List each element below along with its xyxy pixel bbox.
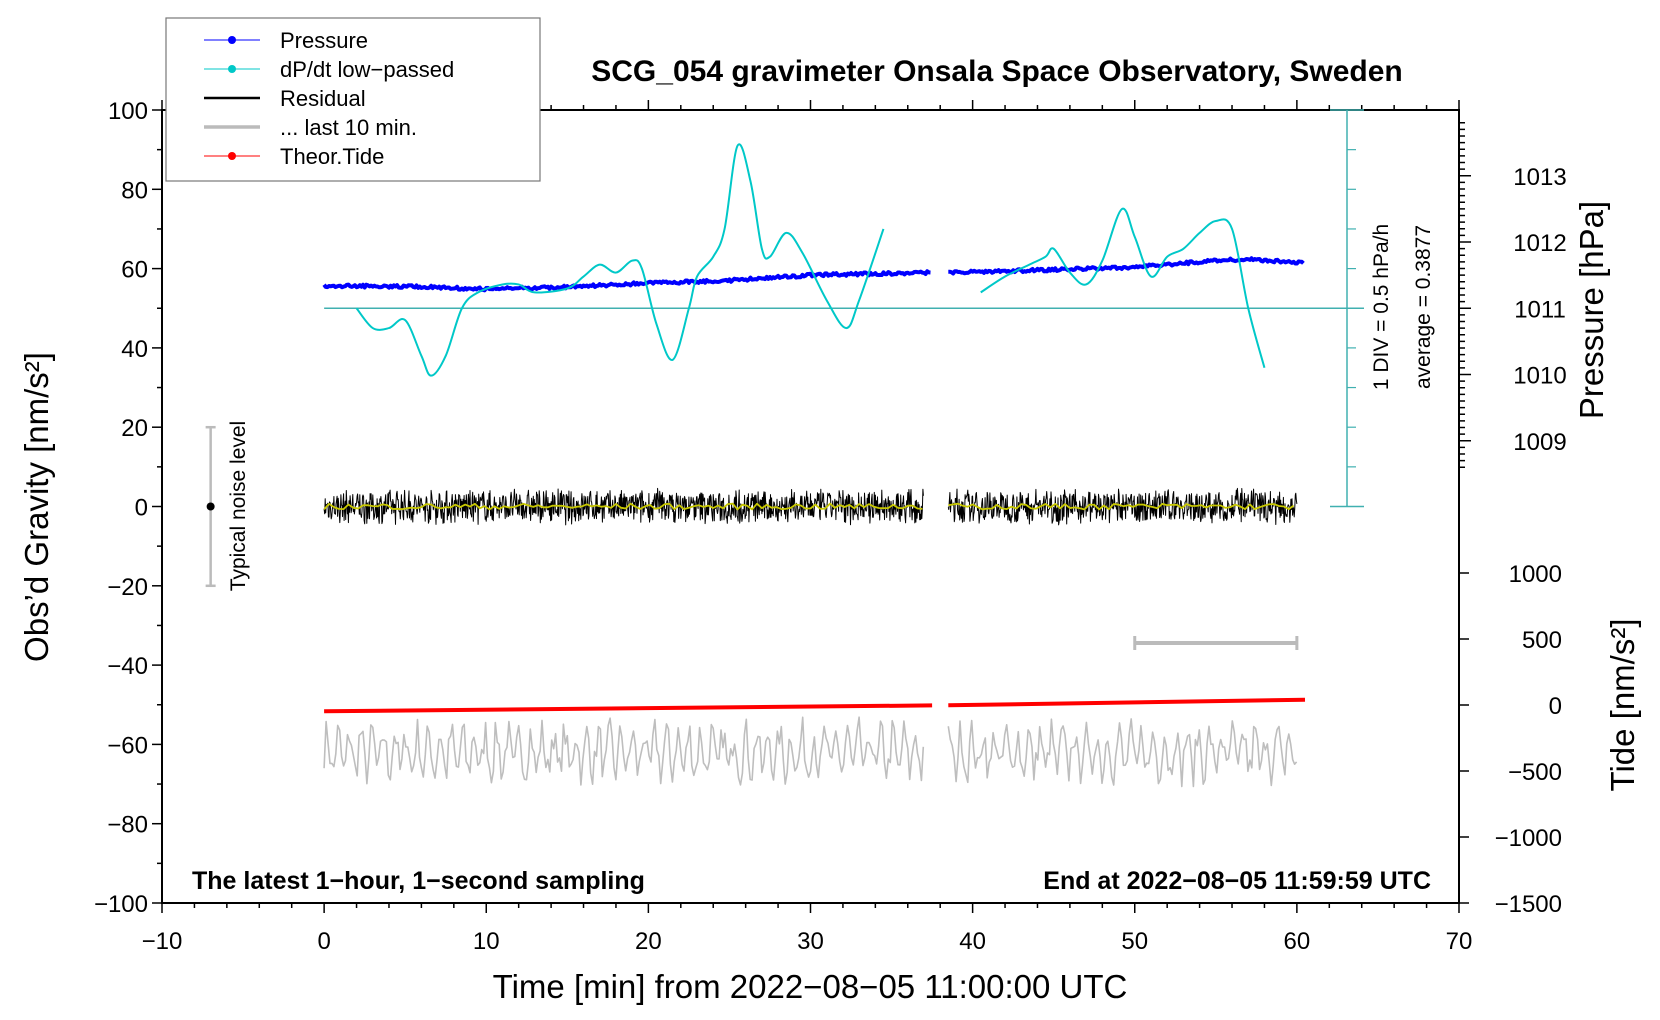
- y-tick-label: −40: [107, 653, 148, 680]
- x-tick-label: 30: [797, 928, 824, 955]
- pressure-axis-label: Pressure [hPa]: [1573, 201, 1610, 419]
- tide-tick-label: −500: [1508, 759, 1562, 786]
- dpdt-average-label: average = 0.3877: [1412, 225, 1435, 389]
- y-tick-label: 80: [121, 177, 148, 204]
- residual-smoothed-line: [948, 502, 1295, 511]
- y-axis-label: Obs’d Gravity [nm/s²]: [18, 352, 55, 662]
- pressure-tick-label: 1013: [1513, 164, 1566, 191]
- x-tick-label: 10: [473, 928, 500, 955]
- y-tick-label: 60: [121, 257, 148, 284]
- last10-line: [947, 718, 1298, 788]
- legend-label: ... last 10 min.: [280, 115, 417, 140]
- footer-left: The latest 1−hour, 1−second sampling: [192, 867, 645, 895]
- legend: Pressure dP/dt low−passed Residual ... last…: [165, 17, 541, 182]
- tide-tick-label: 500: [1522, 627, 1562, 654]
- last10-line: [323, 716, 925, 786]
- x-tick-label: 70: [1446, 928, 1473, 955]
- x-tick-label: 50: [1121, 928, 1148, 955]
- pressure-tick-label: 1009: [1513, 429, 1566, 456]
- legend-marker: [228, 152, 236, 160]
- pressure-tick-label: 1011: [1514, 296, 1566, 323]
- y-tick-label: −80: [107, 812, 148, 839]
- tide-line: [948, 697, 1306, 708]
- tide-tick-label: −1000: [1495, 825, 1562, 852]
- dpdt-line: [355, 143, 885, 377]
- y-tick-label: 40: [121, 336, 148, 363]
- tide-axis-label: Tide [nm/s²]: [1604, 619, 1641, 792]
- legend-marker: [228, 36, 236, 44]
- tide-tick-label: 1000: [1509, 561, 1562, 588]
- dpdt-scale-label: 1 DIV = 0.5 hPa/h: [1370, 224, 1393, 390]
- residual-line: [323, 487, 924, 526]
- x-tick-label: 20: [635, 928, 662, 955]
- residual-smoothed-line: [323, 502, 923, 511]
- y-tick-label: 20: [121, 415, 148, 442]
- x-tick-label: −10: [142, 928, 183, 955]
- legend-label: Residual: [280, 86, 366, 111]
- y-tick-label: 0: [135, 495, 148, 522]
- pressure-tick-label: 1012: [1513, 230, 1566, 257]
- tide-tick-label: −1500: [1495, 891, 1562, 918]
- y-tick-label: −60: [107, 732, 148, 759]
- legend-label: dP/dt low−passed: [280, 57, 454, 82]
- x-tick-label: 40: [959, 928, 986, 955]
- chart-title: SCG_054 gravimeter Onsala Space Observat…: [591, 55, 1403, 88]
- y-tick-label: −100: [94, 891, 148, 918]
- residual-line: [947, 487, 1298, 526]
- tide-line: [324, 703, 933, 714]
- noise-level-label: Typical noise level: [227, 421, 250, 591]
- legend-label: Pressure: [280, 28, 368, 53]
- dpdt-line: [980, 207, 1266, 368]
- x-tick-label: 0: [317, 928, 330, 955]
- legend-marker: [228, 65, 236, 73]
- tide-tick-label: 0: [1549, 693, 1562, 720]
- y-tick-label: 100: [108, 98, 148, 125]
- y-tick-label: −20: [107, 574, 148, 601]
- pressure-line: [947, 256, 1305, 276]
- footer-right: End at 2022−08−05 11:59:59 UTC: [1043, 867, 1431, 895]
- x-tick-label: 60: [1284, 928, 1311, 955]
- x-axis-label: Time [min] from 2022−08−05 11:00:00 UTC: [493, 968, 1128, 1005]
- noise-dot: [206, 502, 215, 511]
- legend-label: Theor.Tide: [280, 144, 384, 169]
- pressure-line: [322, 269, 931, 293]
- pressure-tick-label: 1010: [1513, 363, 1566, 390]
